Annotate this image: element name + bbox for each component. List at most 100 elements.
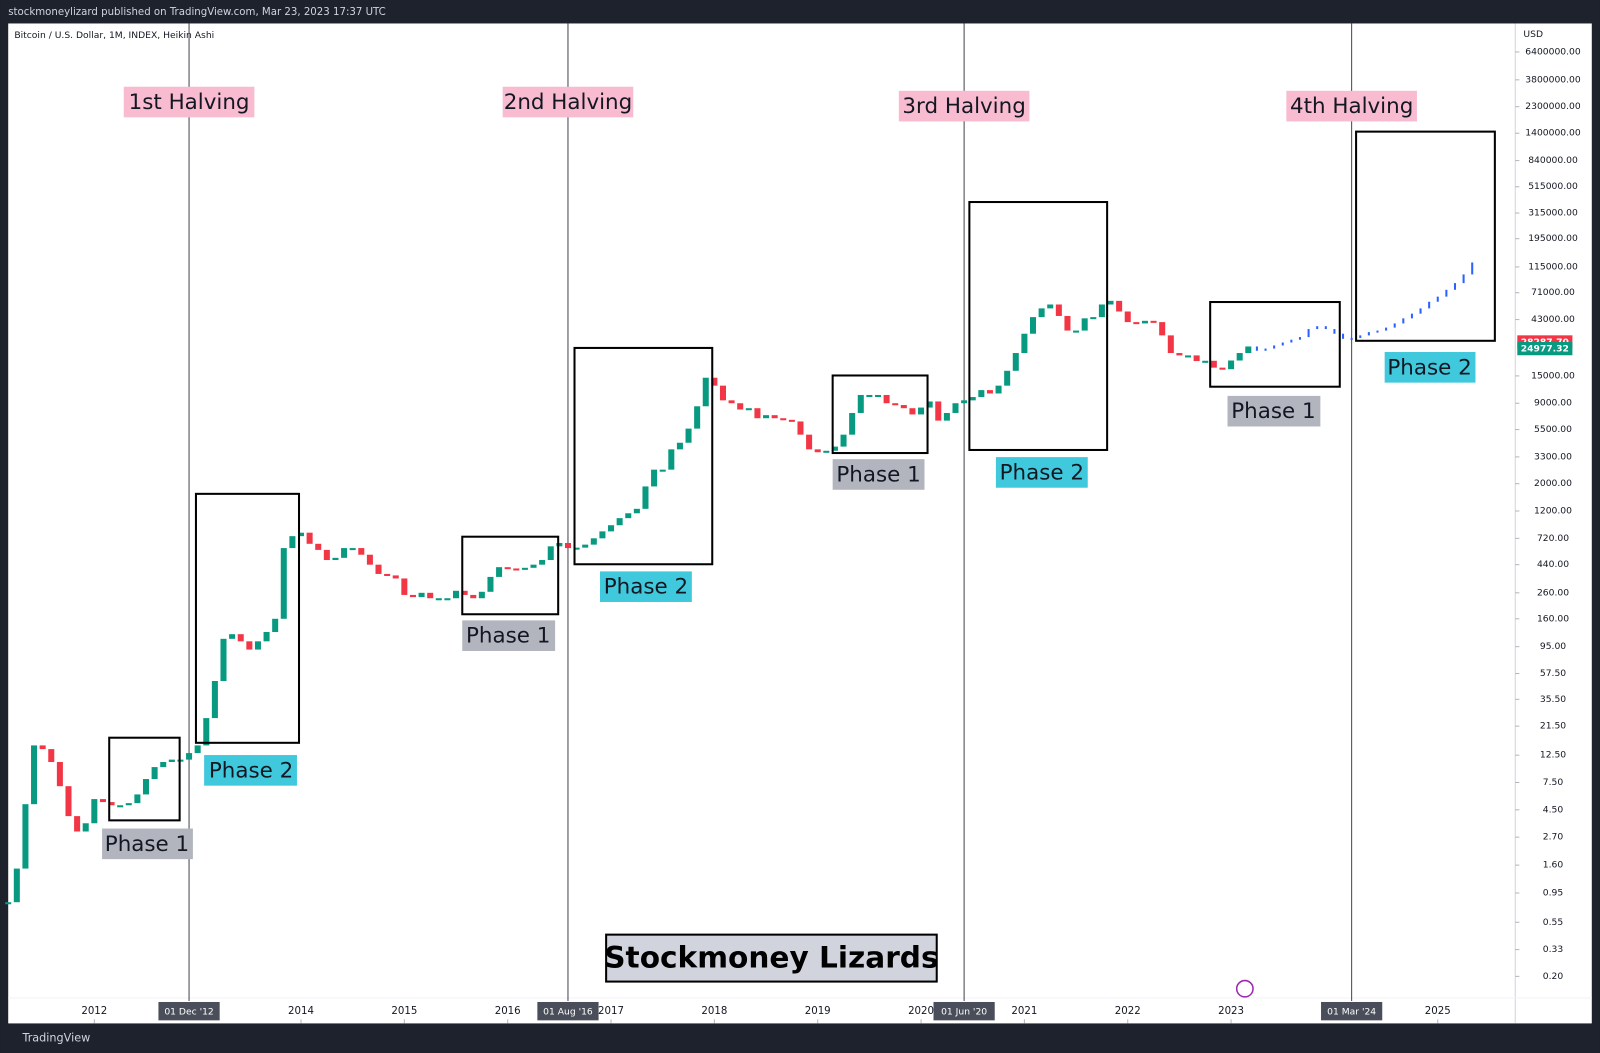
y-tick-label: 9000.00	[1534, 398, 1572, 409]
projection-bar	[1324, 326, 1327, 330]
y-tick-label: 35.50	[1540, 694, 1566, 705]
symbol: Bitcoin / U.S. Dollar, 1M, INDEX, Heikin…	[14, 30, 214, 41]
candle-body	[194, 745, 201, 754]
candle-body	[65, 786, 72, 817]
candle-body	[788, 419, 795, 422]
candle-body	[134, 794, 141, 804]
candle-body	[840, 434, 847, 447]
candle-body	[1210, 360, 1217, 368]
price-label: 24977.32	[1521, 344, 1569, 355]
candle-body	[1167, 335, 1174, 354]
candle-body	[453, 590, 460, 599]
halving-date: 01 Aug '16	[543, 1007, 593, 1018]
candle-body	[125, 803, 132, 806]
phase-label: Phase 1	[836, 462, 920, 487]
candle-body	[625, 513, 632, 519]
candle-body	[582, 544, 589, 548]
candle-body	[297, 532, 305, 537]
candle-body	[892, 403, 899, 406]
halving-date: 01 Jun '20	[941, 1007, 987, 1018]
candle-body	[1202, 360, 1209, 363]
watermark: Stockmoney Lizards	[604, 941, 938, 975]
candle-body	[995, 385, 1002, 394]
y-tick-label: 160.00	[1537, 613, 1569, 624]
candle-body	[315, 543, 322, 550]
candle-body	[676, 442, 683, 450]
label-bg	[102, 828, 193, 860]
label-bg	[600, 571, 692, 603]
projection-bar	[1316, 326, 1319, 330]
halving-label: 4th Halving	[1290, 94, 1413, 119]
candle-body	[711, 377, 718, 386]
candle-body	[1185, 355, 1192, 358]
candle-body	[694, 406, 701, 429]
y-tick-label: 95.00	[1540, 641, 1566, 652]
halving-label-bg	[1286, 90, 1417, 122]
y-tick-label: 3300.00	[1534, 451, 1572, 462]
candle-body	[573, 547, 580, 550]
lightning-icon[interactable]	[1235, 979, 1254, 998]
candle-body	[1081, 318, 1088, 331]
projection-bar	[1462, 274, 1465, 284]
halving-label-bg	[502, 86, 634, 118]
candle-body	[918, 407, 925, 415]
phase-box	[1209, 301, 1341, 388]
candle-body	[797, 421, 804, 435]
footer-brand: TradingView	[21, 1032, 90, 1045]
candle-body	[82, 823, 89, 832]
halving-date: 01 Mar '24	[1327, 1007, 1376, 1018]
x-tick-label: 2023	[1218, 1006, 1244, 1017]
projection-bar	[1264, 348, 1267, 351]
x-tick-label: 2021	[1011, 1006, 1037, 1017]
x-tick-label: 2018	[701, 1006, 727, 1017]
x-tick-label: 2016	[495, 1006, 521, 1017]
y-tick-label: 440.00	[1537, 559, 1569, 570]
candle-body	[659, 469, 666, 472]
candle-body	[427, 592, 434, 599]
candle-body	[478, 591, 485, 599]
x-tick-label: 2020	[908, 1006, 934, 1017]
x-tick-label: 2014	[288, 1006, 314, 1017]
candle-body	[1012, 353, 1019, 371]
y-tick-label: 5500.00	[1534, 424, 1572, 435]
halving-label: 2nd Halving	[504, 90, 633, 115]
phase-box	[194, 492, 301, 744]
candle-body	[435, 598, 442, 601]
candle-body	[969, 397, 976, 401]
candle-body	[168, 759, 175, 763]
label-bg	[462, 620, 556, 651]
y-tick-label: 4.50	[1543, 804, 1564, 815]
halving-date-bg	[158, 1001, 220, 1021]
candle-body	[1098, 304, 1105, 318]
candle-body	[1236, 353, 1243, 361]
candle-body	[1228, 360, 1235, 370]
y-tick-label: 0.95	[1543, 888, 1564, 899]
unit: USD	[1523, 29, 1543, 40]
candle-body	[728, 400, 735, 404]
candle-body	[952, 403, 959, 413]
candle-body	[392, 575, 399, 579]
candle-body	[349, 548, 356, 551]
projection-bar	[1376, 330, 1379, 333]
candle-body	[91, 799, 98, 824]
candle-body	[1073, 330, 1080, 333]
candle-body	[444, 598, 451, 601]
candle-body	[1141, 320, 1148, 324]
phase-box	[573, 346, 714, 566]
phase-label: Phase 1	[1231, 399, 1315, 424]
y-tick-label: 0.20	[1543, 971, 1564, 982]
candle-body	[849, 412, 856, 435]
watermark-bg	[605, 933, 938, 983]
x-tick-label: 2022	[1115, 1006, 1141, 1017]
candle-body	[590, 538, 597, 545]
candle-body	[418, 592, 425, 598]
projection-bar	[1350, 337, 1353, 340]
candle-body	[814, 449, 821, 453]
candle-body	[487, 576, 494, 592]
chart-area	[8, 23, 1592, 1024]
projection-bar	[1298, 337, 1301, 340]
candle-body	[358, 548, 365, 555]
candle-body	[642, 486, 649, 509]
projection-bar	[1290, 339, 1293, 343]
